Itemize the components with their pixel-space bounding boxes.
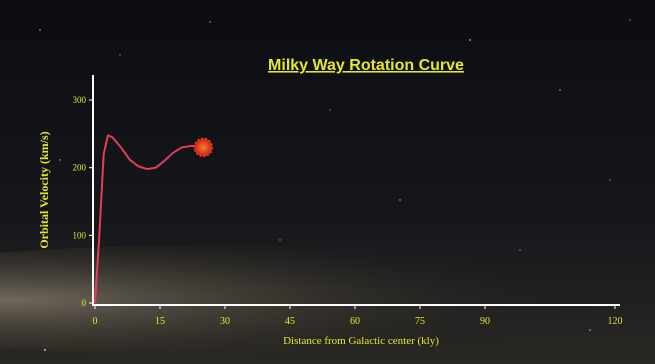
milky-way-band xyxy=(0,245,650,355)
x-tick-label: 0 xyxy=(93,316,98,327)
rotation-curve xyxy=(94,134,199,304)
y-tick-label: 0 xyxy=(82,298,87,308)
x-tick-label: 15 xyxy=(155,316,165,327)
x-axis-label: Distance from Galactic center (kly) xyxy=(283,335,439,347)
chart-title: Milky Way Rotation Curve xyxy=(268,57,464,74)
x-tick-label: 30 xyxy=(220,316,230,327)
x-tick-label: 120 xyxy=(608,316,623,327)
stars xyxy=(39,19,631,351)
x-tick-label: 90 xyxy=(480,316,490,327)
y-tick-label: 100 xyxy=(73,230,87,240)
y-tick-label: 300 xyxy=(73,95,87,105)
y-axis-label: Orbital Velocity (km/s) xyxy=(37,131,51,248)
y-tick-label: 200 xyxy=(73,163,87,173)
x-tick-label: 45 xyxy=(285,316,295,327)
x-tick-label: 60 xyxy=(350,316,360,327)
sun-marker xyxy=(193,137,214,158)
x-tick-label: 75 xyxy=(415,316,425,327)
